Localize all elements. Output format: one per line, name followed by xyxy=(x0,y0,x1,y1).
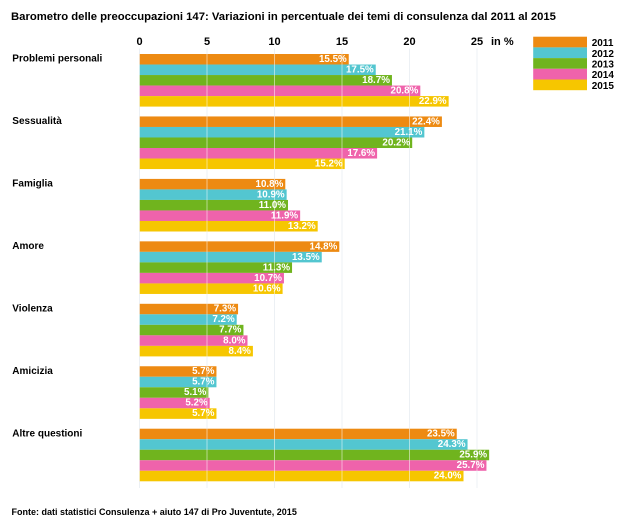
svg-text:25.7%: 25.7% xyxy=(457,460,485,471)
svg-text:5.7%: 5.7% xyxy=(192,377,215,388)
svg-text:Problemi personali: Problemi personali xyxy=(12,54,102,65)
svg-text:Fonte: dati statistici Consule: Fonte: dati statistici Consulenza + aiut… xyxy=(12,507,297,517)
svg-text:21.1%: 21.1% xyxy=(395,127,423,138)
svg-text:Violenza: Violenza xyxy=(12,304,53,315)
svg-text:7.3%: 7.3% xyxy=(214,304,237,315)
svg-text:8.4%: 8.4% xyxy=(229,346,252,357)
svg-text:20: 20 xyxy=(403,36,415,48)
svg-text:22.9%: 22.9% xyxy=(419,96,447,107)
svg-text:17.6%: 17.6% xyxy=(347,148,375,159)
svg-text:2011: 2011 xyxy=(592,38,614,49)
svg-text:10.9%: 10.9% xyxy=(257,189,285,200)
svg-text:in %: in % xyxy=(491,36,514,48)
svg-text:11.3%: 11.3% xyxy=(263,262,291,273)
svg-text:22.4%: 22.4% xyxy=(412,116,440,127)
svg-text:24.0%: 24.0% xyxy=(434,471,462,482)
svg-text:8.0%: 8.0% xyxy=(223,335,246,346)
svg-text:24.3%: 24.3% xyxy=(438,439,466,450)
svg-text:13.5%: 13.5% xyxy=(292,252,320,263)
svg-text:25.9%: 25.9% xyxy=(459,450,487,461)
svg-text:25: 25 xyxy=(471,36,483,48)
svg-text:10: 10 xyxy=(268,36,280,48)
svg-text:20.8%: 20.8% xyxy=(391,85,419,96)
svg-text:5: 5 xyxy=(204,36,210,48)
svg-text:Barometro delle preoccupazioni: Barometro delle preoccupazioni 147: Vari… xyxy=(11,11,556,23)
svg-text:13.2%: 13.2% xyxy=(288,221,316,232)
svg-text:10.6%: 10.6% xyxy=(253,283,281,294)
svg-text:Amore: Amore xyxy=(12,241,44,252)
svg-text:0: 0 xyxy=(136,36,142,48)
svg-text:14.8%: 14.8% xyxy=(310,241,338,252)
svg-text:17.5%: 17.5% xyxy=(346,64,374,75)
svg-text:15.5%: 15.5% xyxy=(319,54,347,65)
svg-text:Sessualità: Sessualità xyxy=(12,116,62,127)
svg-text:15.2%: 15.2% xyxy=(315,158,343,169)
svg-text:7.7%: 7.7% xyxy=(219,325,242,336)
svg-text:7.2%: 7.2% xyxy=(212,314,235,325)
svg-text:5.1%: 5.1% xyxy=(184,387,207,398)
svg-text:5.2%: 5.2% xyxy=(185,398,208,409)
svg-text:10.7%: 10.7% xyxy=(254,273,282,284)
svg-text:2015: 2015 xyxy=(592,81,615,92)
svg-text:10.8%: 10.8% xyxy=(256,179,284,190)
svg-text:5.7%: 5.7% xyxy=(192,366,215,377)
svg-text:20.2%: 20.2% xyxy=(382,137,410,148)
svg-text:5.7%: 5.7% xyxy=(192,408,215,419)
svg-text:15: 15 xyxy=(336,36,348,48)
svg-text:2013: 2013 xyxy=(592,60,615,71)
svg-text:Amicizia: Amicizia xyxy=(12,366,53,377)
svg-text:11.9%: 11.9% xyxy=(271,210,299,221)
svg-text:2012: 2012 xyxy=(592,49,615,60)
svg-text:23.5%: 23.5% xyxy=(427,429,455,440)
svg-text:11.0%: 11.0% xyxy=(259,200,287,211)
svg-text:2014: 2014 xyxy=(592,70,615,81)
svg-text:Altre questioni: Altre questioni xyxy=(12,428,82,439)
svg-text:18.7%: 18.7% xyxy=(362,75,390,86)
svg-text:Famiglia: Famiglia xyxy=(12,179,53,190)
